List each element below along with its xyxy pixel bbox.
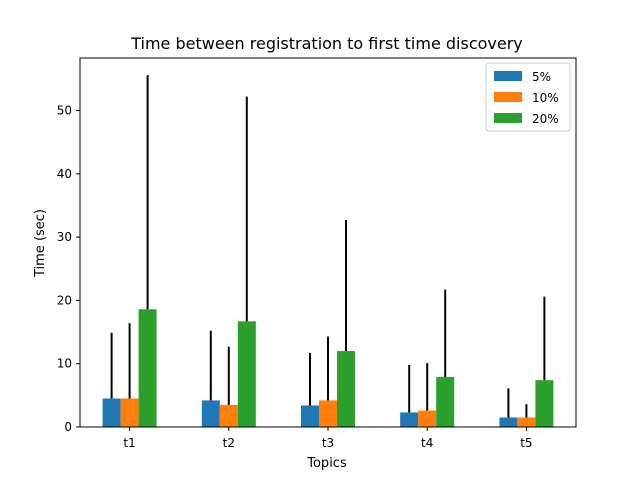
y-tick-label: 40 [57,167,72,181]
bar-t1-series-3 [138,309,157,427]
y-tick-label: 50 [57,104,72,118]
legend-label-series-1: 5% [532,70,551,84]
bar-t1-series-1 [102,398,121,427]
y-tick-label: 10 [57,357,72,371]
x-axis-label: Topics [306,456,347,471]
bar-t3-series-1 [301,405,319,427]
bar-t5-series-1 [499,417,518,427]
y-axis-label: Time (sec) [33,209,48,278]
y-tick-label: 30 [57,230,72,244]
y-tick-label: 20 [57,293,72,307]
legend-swatch-series-1 [494,71,522,81]
legend: 5% 10% 20% [485,62,571,132]
bar-t1-series-2 [120,398,139,427]
bar-t2-series-2 [219,404,238,427]
bar-t4-series-3 [436,376,455,427]
legend-swatch-series-2 [494,92,522,102]
bar-t4-series-1 [400,412,419,427]
bar-t5-series-2 [517,417,536,427]
bar-t3-series-3 [337,351,355,427]
chart-title: Time between registration to first time … [130,34,523,53]
bar-t2-series-1 [201,400,220,427]
x-tick-label: t3 [322,436,334,450]
bar-t2-series-3 [237,321,256,427]
legend-label-series-3: 20% [532,112,559,126]
legend-label-series-2: 10% [532,91,559,105]
x-tick-label: t1 [123,436,135,450]
x-tick-label: t5 [520,436,532,450]
plot-area: 0 10 20 30 40 50 t1 t2 t3 t4 t5 [57,57,577,450]
legend-swatch-series-3 [494,113,522,123]
x-tick-label: t2 [223,436,235,450]
bar-t5-series-3 [535,380,554,427]
y-tick-label: 0 [64,420,72,434]
bar-t4-series-2 [418,410,437,427]
x-tick-label: t4 [421,436,433,450]
bar-t3-series-2 [319,400,337,427]
